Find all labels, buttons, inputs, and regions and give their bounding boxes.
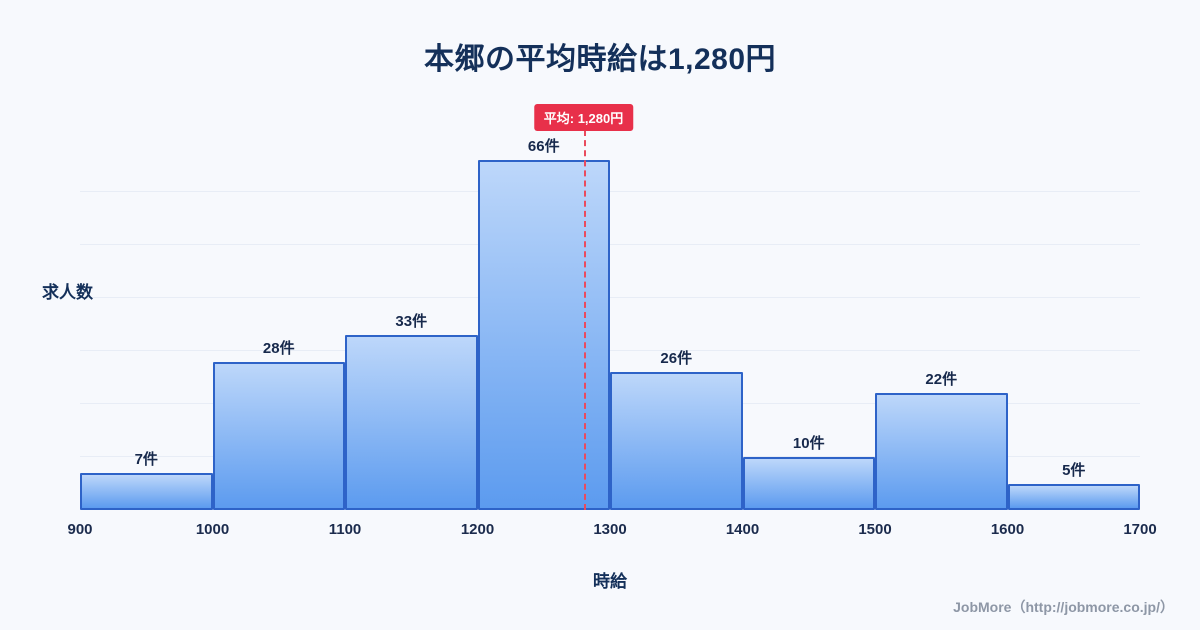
histogram-bar: 66件 (477, 138, 610, 510)
x-tick-label: 1500 (858, 521, 892, 538)
average-line (583, 130, 586, 510)
x-tick-label: 1100 (328, 521, 362, 538)
gridline (80, 243, 1140, 245)
average-badge: 平均: 1,280円 (533, 104, 634, 131)
bar-value-label: 10件 (792, 434, 825, 452)
x-tick-label: 1400 (725, 521, 760, 538)
x-axis-label: 時給 (593, 572, 627, 591)
bar-value-label: 66件 (527, 138, 560, 155)
x-tick-label: 1700 (1123, 521, 1157, 538)
histogram-bar: 22件 (875, 371, 1008, 510)
chart-title: 本郷の平均時給は1,280円 (423, 43, 777, 76)
x-tick-label: 1300 (593, 521, 627, 538)
gridline (80, 349, 1140, 351)
gridline (80, 190, 1140, 192)
plot-area: 7件 28件 33件 66件 26件 10件 22件 5件 平均: 1,280円 900 100… (67, 104, 1157, 538)
x-tick-label: 1600 (990, 521, 1025, 538)
x-tick-label: 900 (67, 521, 93, 538)
x-tick-label: 1000 (195, 521, 230, 538)
histogram-bar: 5件 (1007, 462, 1140, 510)
y-axis-label: 求人数 (42, 283, 93, 302)
bar-value-label: 33件 (395, 313, 428, 330)
histogram-bar: 7件 (80, 451, 213, 510)
histogram-bar: 10件 (742, 435, 875, 510)
histogram-bar: 33件 (345, 313, 478, 510)
histogram-bar: 28件 (212, 340, 345, 510)
bar-value-label: 5件 (1062, 461, 1086, 479)
histogram-bar: 26件 (610, 350, 743, 510)
bar-value-label: 28件 (262, 339, 295, 357)
gridline (80, 296, 1140, 298)
bar-value-label: 7件 (134, 450, 158, 468)
bar-value-label: 26件 (660, 350, 693, 368)
bar-value-label: 22件 (925, 371, 958, 389)
x-tick-label: 1200 (460, 521, 495, 538)
footer-credit: JobMore（http://jobmore.co.jp/） (953, 599, 1174, 615)
